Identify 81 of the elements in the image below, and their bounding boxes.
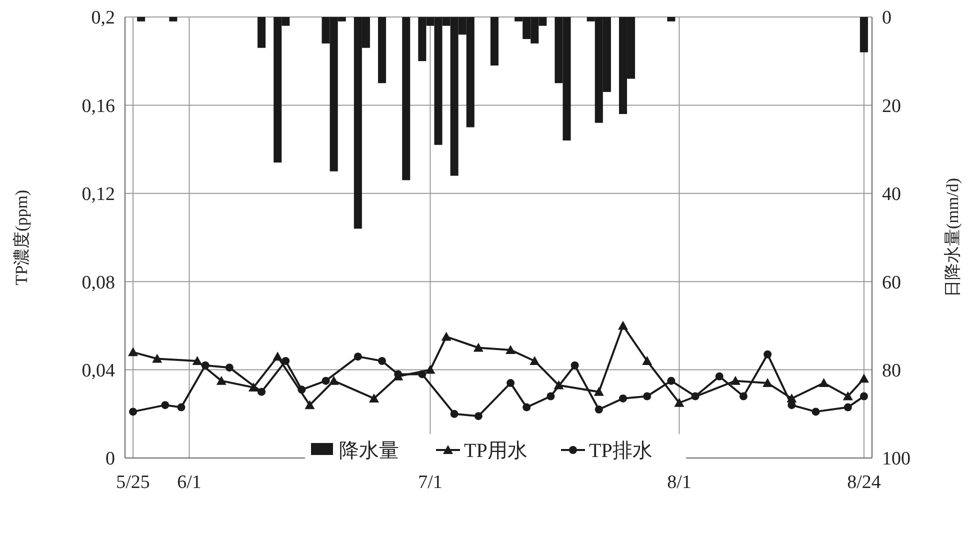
point xyxy=(441,332,452,341)
bar xyxy=(258,17,266,48)
x-tick-label: 7/1 xyxy=(418,472,442,493)
point xyxy=(643,392,652,400)
point xyxy=(328,376,339,385)
bar xyxy=(860,17,868,52)
point xyxy=(739,392,748,400)
y-axis-title: TP濃度(ppm) xyxy=(12,190,31,286)
bar xyxy=(137,17,146,22)
point xyxy=(152,354,162,363)
y-tick-label: 0,04 xyxy=(82,360,116,382)
point xyxy=(844,403,852,412)
point xyxy=(730,376,740,385)
y2-tick-label: 80 xyxy=(882,360,901,382)
y2-tick-label: 60 xyxy=(882,272,901,294)
point xyxy=(618,320,628,330)
point xyxy=(161,401,170,410)
point xyxy=(594,405,603,414)
legend-label: TP用水 xyxy=(464,440,528,462)
x-tick-label: 8/24 xyxy=(847,472,882,493)
point xyxy=(522,403,531,412)
point xyxy=(506,379,515,388)
point xyxy=(450,410,458,418)
point xyxy=(473,342,484,352)
point xyxy=(258,388,266,396)
bar xyxy=(490,17,498,66)
point xyxy=(619,394,627,402)
point xyxy=(322,376,330,385)
y-tick-label: 0,08 xyxy=(82,272,115,294)
point xyxy=(530,356,540,365)
point xyxy=(860,392,868,400)
point xyxy=(418,370,426,378)
point xyxy=(425,364,436,374)
x-tick-label: 5/25 xyxy=(116,472,150,493)
point xyxy=(369,393,379,402)
point xyxy=(691,392,700,400)
legend-label: TP排水 xyxy=(589,440,652,462)
y2-axis-title: 日降水量(mm/d) xyxy=(943,178,962,297)
point xyxy=(546,392,555,400)
point xyxy=(378,356,386,365)
x-tick-label: 8/1 xyxy=(667,472,692,493)
point xyxy=(128,347,138,356)
point xyxy=(201,361,210,370)
point xyxy=(715,372,724,380)
x-tick-label: 6/1 xyxy=(177,472,202,493)
point xyxy=(272,352,283,361)
point xyxy=(506,344,516,354)
point xyxy=(474,412,482,420)
y2-tick-label: 40 xyxy=(882,184,901,206)
bar xyxy=(378,17,386,84)
point xyxy=(667,376,676,385)
point xyxy=(642,356,652,365)
bar xyxy=(169,17,178,22)
bar xyxy=(402,17,410,180)
bar xyxy=(667,17,676,22)
point xyxy=(858,374,869,383)
point xyxy=(812,408,820,416)
y2-tick-label: 100 xyxy=(882,448,910,470)
y2-tick-label: 20 xyxy=(882,96,901,117)
point xyxy=(764,350,772,358)
y-tick-label: 0,16 xyxy=(82,96,115,117)
point xyxy=(129,408,138,416)
point xyxy=(304,400,315,410)
point xyxy=(594,386,604,396)
point xyxy=(282,356,290,365)
legend-label: 降水量 xyxy=(339,440,399,462)
y-tick-label: 0,12 xyxy=(82,184,115,206)
point xyxy=(225,364,234,372)
point xyxy=(216,376,226,385)
point xyxy=(354,352,362,361)
point xyxy=(762,378,773,388)
point xyxy=(674,398,684,407)
y-tick-label: 0 xyxy=(106,448,115,470)
point xyxy=(570,361,579,370)
point xyxy=(842,391,853,400)
y-tick-label: 0,2 xyxy=(91,8,115,29)
point xyxy=(298,386,306,394)
point xyxy=(818,378,829,388)
point xyxy=(192,356,202,365)
y2-tick-label: 0 xyxy=(882,8,892,29)
point xyxy=(177,403,186,412)
